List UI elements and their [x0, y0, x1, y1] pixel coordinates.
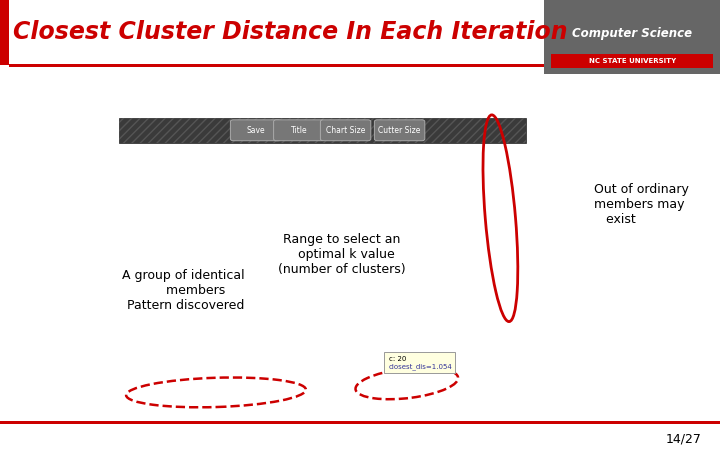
- Bar: [0, 0, 9, 65]
- Text: Cutter Size: Cutter Size: [379, 126, 420, 135]
- FancyBboxPatch shape: [230, 120, 281, 141]
- FancyBboxPatch shape: [374, 120, 425, 141]
- Text: 14/27: 14/27: [666, 432, 702, 445]
- Text: Chart Size: Chart Size: [326, 126, 365, 135]
- Bar: [119, 118, 526, 143]
- Text: A group of identical
      members
 Pattern discovered: A group of identical members Pattern dis…: [122, 269, 245, 312]
- Text: NC STATE UNIVERSITY: NC STATE UNIVERSITY: [588, 58, 676, 64]
- Text: Computer Science: Computer Science: [572, 27, 692, 40]
- FancyBboxPatch shape: [274, 120, 324, 141]
- Text: Title: Title: [290, 126, 307, 135]
- Bar: [551, 54, 713, 68]
- Legend: Closest distance: Closest distance: [122, 152, 190, 162]
- FancyBboxPatch shape: [320, 120, 371, 141]
- Text: Save: Save: [246, 126, 265, 135]
- Text: Closest Cluster Distance In Each Iteration: Closest Cluster Distance In Each Iterati…: [13, 20, 567, 45]
- Bar: [544, 0, 720, 74]
- Text: Out of ordinary
members may
   exist: Out of ordinary members may exist: [594, 183, 689, 226]
- Bar: [119, 118, 526, 143]
- Text: c: 20: c: 20: [389, 356, 406, 362]
- FancyBboxPatch shape: [384, 352, 455, 373]
- Text: Range to select an
  optimal k value
(number of clusters): Range to select an optimal k value (numb…: [278, 233, 406, 276]
- Bar: [9, 64, 544, 67]
- Text: closest_dis=1.054: closest_dis=1.054: [389, 364, 453, 370]
- Y-axis label: Closest distance: Closest distance: [81, 244, 89, 307]
- Bar: [0, 421, 720, 424]
